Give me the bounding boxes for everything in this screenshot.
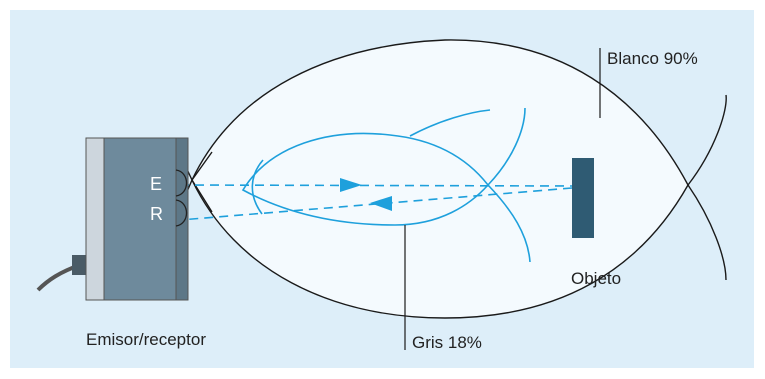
target-object	[572, 158, 594, 238]
white-zone-label: Blanco 90%	[607, 49, 698, 68]
gray-zone-label: Gris 18%	[412, 333, 482, 352]
gray-zone-inner-right-arc	[409, 109, 491, 137]
sensor-body	[103, 137, 177, 301]
gray-zone-right-arc-lower	[487, 184, 531, 263]
white-zone-tail-upper	[687, 94, 727, 186]
sensor-front-plate	[175, 137, 189, 301]
reflected-beam-arrow-icon	[370, 196, 392, 211]
gray-zone-left-arc	[251, 159, 264, 215]
receiver-lens-icon	[175, 199, 188, 227]
device-label: Emisor/receptor	[86, 330, 206, 349]
sensor-cable-gland	[72, 255, 86, 275]
gray-zone-right-arc-upper	[487, 107, 526, 186]
emitter-lens-icon	[175, 169, 188, 197]
white-zone-tail-lower	[687, 184, 727, 281]
sensor-back-face	[85, 137, 105, 301]
object-label: Objeto	[571, 269, 622, 288]
emitted-beam	[179, 184, 573, 187]
emitted-beam-arrow-icon	[340, 178, 362, 192]
emitter-label: E	[150, 174, 163, 194]
receiver-label: R	[150, 204, 163, 224]
